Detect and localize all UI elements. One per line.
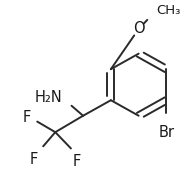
Text: O: O — [133, 22, 145, 36]
Text: H₂N: H₂N — [34, 90, 62, 105]
Text: CH₃: CH₃ — [156, 4, 180, 17]
Text: F: F — [30, 152, 38, 167]
Text: F: F — [22, 110, 30, 125]
Text: F: F — [72, 154, 80, 169]
Text: Br: Br — [158, 125, 174, 140]
